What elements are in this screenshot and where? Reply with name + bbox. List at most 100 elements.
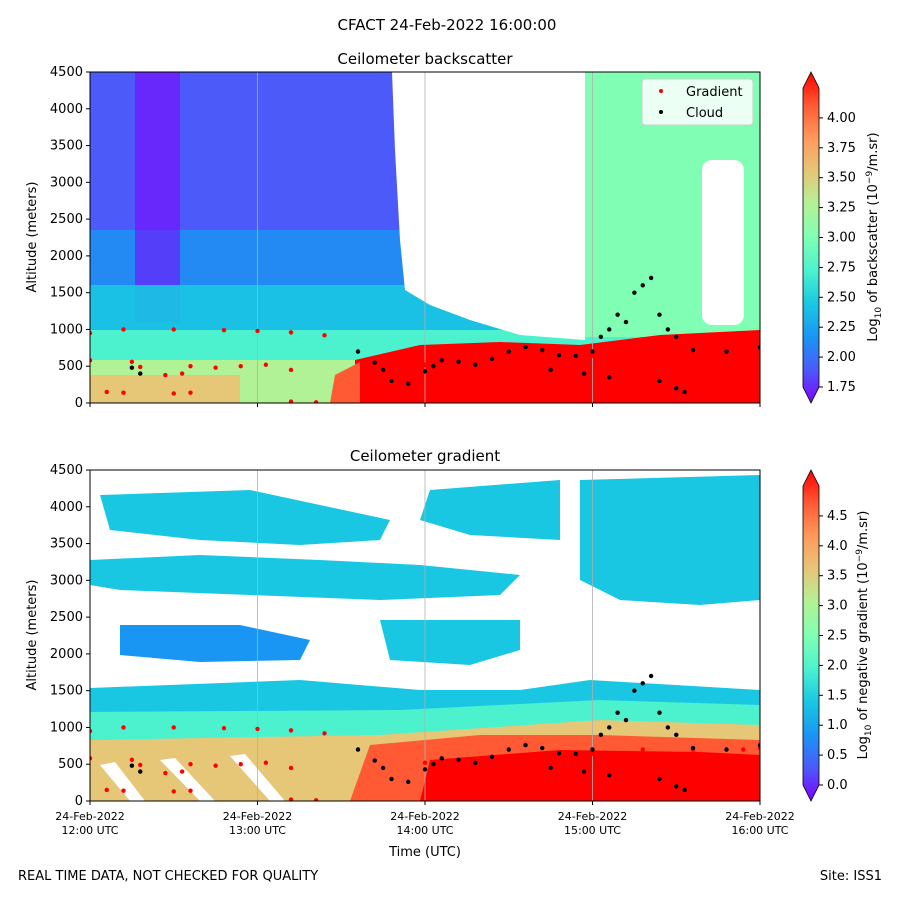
y-tick-label: 0	[75, 794, 83, 809]
gradient-point	[313, 798, 319, 801]
gradient-point	[213, 763, 218, 768]
legend: Gradient Cloud	[641, 78, 754, 126]
cloud-point	[598, 732, 604, 737]
gradient-point	[422, 760, 428, 765]
cloud-point	[556, 750, 562, 756]
heatmap-upper-patch	[580, 475, 760, 605]
cloud-point	[406, 381, 411, 387]
heatmap-white-streaks	[100, 754, 285, 801]
colorbar-gradient: 0.0 0.5 1.0 1.5 2.0 2.5 3.0 3.5 4.0 4.5 Log10 of …	[802, 469, 874, 802]
gradient-point	[188, 364, 193, 369]
legend-cloud-label: Cloud	[686, 106, 723, 121]
y-tick-label: 3500	[50, 537, 83, 552]
legend-cloud-marker	[659, 110, 663, 114]
cloud-point	[431, 364, 436, 369]
colorbar-backscatter-ticks: 1.75 2.00 2.25 2.50 2.75 3.00 3.25 3.50 3.75 4.00	[819, 111, 856, 395]
gradient-heatmap	[90, 470, 760, 801]
cloud-point	[506, 747, 511, 752]
heatmap-warm-patch	[90, 375, 240, 403]
colorbar-tick-label: 3.0	[827, 599, 848, 614]
y-tick-label: 2500	[50, 212, 83, 227]
colorbar-tick-label: 3.5	[827, 569, 848, 584]
gradient-point	[179, 371, 185, 376]
gradient-point	[288, 765, 294, 771]
x-axis-backscatter	[89, 403, 761, 407]
cloud-point	[380, 367, 386, 373]
colorbar-backscatter-label: Log10 of backscatter (10−9/m.sr)	[865, 132, 884, 341]
gradient-point	[129, 359, 135, 365]
gradient-point	[590, 353, 595, 359]
cloud-point	[607, 773, 612, 778]
colorbar-tick-label: 3.50	[827, 171, 856, 186]
y-tick-label: 2500	[50, 610, 83, 625]
gradient-point	[90, 728, 93, 734]
y-axis-gradient: 0 500 1000 1500 2000 2500 3000 3500 4000 4500	[50, 463, 90, 809]
cloud-point	[607, 375, 612, 380]
cloud-point	[548, 765, 553, 771]
colorbar-tick-label: 2.25	[827, 320, 856, 335]
gradient-point	[523, 753, 528, 758]
backscatter-heatmap	[90, 72, 760, 403]
cloud-point	[129, 365, 135, 370]
gradient-point	[238, 364, 243, 369]
colorbar-tick-label: 2.00	[827, 350, 856, 365]
cloud-point	[372, 758, 377, 763]
colorbar-tick-label: 3.75	[827, 141, 856, 156]
y-tick-label: 3000	[50, 175, 83, 190]
gradient-point	[121, 390, 126, 395]
gradient-point	[422, 362, 428, 367]
gradient-point	[121, 788, 126, 793]
gradient-point	[121, 725, 126, 730]
cloud-point	[674, 784, 679, 789]
gradient-point	[590, 751, 595, 757]
cloud-point	[506, 349, 511, 354]
panel-gradient: Ceilometer gradient 0 500 1000 1500 2000 2500…	[25, 447, 874, 860]
gradient-point	[255, 726, 260, 732]
gradient-point	[640, 747, 645, 752]
gradient-point	[322, 333, 327, 338]
gradient-point	[188, 390, 193, 395]
gradient-point	[607, 387, 612, 392]
gradient-point	[724, 784, 729, 789]
gradient-point	[556, 784, 562, 789]
cloud-point	[581, 769, 587, 774]
colorbar-gradient-bar	[802, 469, 820, 802]
cloud-point	[523, 742, 528, 748]
cloud-point	[540, 347, 545, 353]
y-tick-label: 2000	[50, 249, 83, 264]
cloud-point	[590, 747, 595, 752]
colorbar-tick-label: 4.00	[827, 111, 856, 126]
cloud-point	[422, 369, 428, 374]
cloud-point	[556, 352, 562, 358]
y-tick-label: 4500	[50, 463, 83, 478]
heatmap-high-band	[135, 72, 180, 322]
colorbar-tick-label: 2.5	[827, 629, 848, 644]
cloud-point	[674, 386, 679, 391]
cloud-point	[657, 312, 662, 317]
cloud-point	[355, 349, 361, 354]
legend-gradient-marker	[659, 89, 663, 93]
gradient-point	[313, 400, 319, 403]
cloud-point	[657, 710, 662, 715]
colorbar-tick-label: 4.0	[827, 539, 848, 554]
cloud-point	[138, 769, 143, 774]
colorbar-tick-label: 1.5	[827, 688, 848, 703]
colorbar-gradient-ticks: 0.0 0.5 1.0 1.5 2.0 2.5 3.0 3.5 4.0 4.5	[819, 509, 848, 793]
gradient-point	[188, 788, 193, 793]
gradient-point	[171, 725, 176, 730]
cloud-point	[489, 754, 495, 760]
colorbar-tick-label: 3.25	[827, 201, 856, 216]
cloud-point	[389, 378, 394, 384]
y-tick-label: 1500	[50, 684, 83, 699]
cloud-point	[757, 742, 760, 748]
cloud-point	[439, 756, 444, 761]
gradient-point	[163, 372, 168, 378]
colorbar-tick-label: 2.0	[827, 658, 848, 673]
gradient-point	[138, 364, 143, 370]
cloud-point	[138, 371, 143, 376]
gradient-point	[179, 769, 185, 774]
cloud-point	[615, 312, 620, 317]
gradient-point	[741, 747, 746, 752]
gradient-point	[288, 330, 294, 335]
cloud-point	[540, 745, 545, 751]
